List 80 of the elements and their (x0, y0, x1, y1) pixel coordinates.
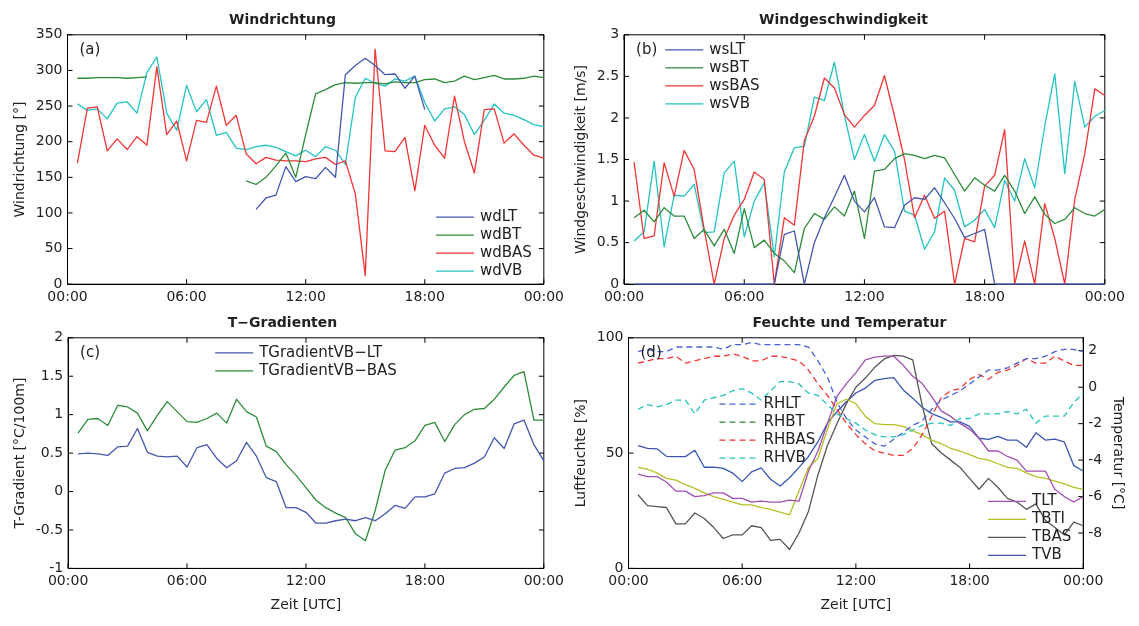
y-tick-label: 100 (596, 328, 624, 345)
y2-tick-label: -4 (1088, 450, 1103, 467)
y-tick-label: 150 (35, 167, 63, 184)
y-tick-label: 0.5 (596, 233, 620, 250)
legend-label: RHBT (763, 411, 806, 430)
y2-axis-title: Temperatur [°C] (1110, 395, 1127, 510)
legend-label: wdLT (479, 207, 519, 226)
x-tick-label: 00:00 (1063, 572, 1104, 589)
annotation: (b) (636, 40, 658, 59)
y-tick-label: 300 (35, 61, 63, 78)
x-tick-label: 12:00 (285, 572, 327, 589)
legend-label: TGradientVB−LT (258, 342, 384, 361)
y-axis-title: Luftfeuchte [%] (572, 398, 589, 508)
y-tick-label: 1 (610, 191, 620, 208)
x-tick-label: 12:00 (835, 572, 877, 589)
y-tick-label: 0 (53, 274, 63, 291)
y-axis-title: Windrichtung [°] (11, 101, 28, 218)
y-tick-label: -0.5 (35, 520, 64, 537)
y-tick-label: 200 (35, 132, 63, 149)
y2-tick-label: -6 (1088, 487, 1103, 504)
legend-label: TVB (1031, 545, 1062, 564)
legend-label: RHBAS (763, 429, 816, 448)
legend-label: RHVB (763, 447, 806, 466)
legend-label: wdBT (479, 225, 523, 244)
chart-title: Feuchte und Temperatur (752, 314, 947, 331)
y-tick-label: 50 (605, 443, 624, 460)
y-tick-label: 0 (54, 482, 64, 499)
y-tick-label: 0.5 (40, 443, 64, 460)
y-tick-label: 100 (35, 203, 63, 220)
y-tick-label: 1.5 (40, 366, 64, 383)
x-tick-label: 18:00 (404, 572, 446, 589)
x-axis-title: Zeit [UTC] (820, 596, 892, 613)
y-tick-label: 2 (54, 328, 64, 345)
legend-label: TGradientVB−BAS (258, 360, 397, 379)
x-tick-label: 00:00 (523, 572, 565, 589)
y-tick-label: 3 (610, 25, 620, 42)
y-tick-label: 2.5 (596, 67, 620, 84)
y-tick-label: 250 (35, 96, 63, 113)
x-tick-label: 06:00 (166, 288, 207, 305)
legend-label: wsBAS (709, 75, 760, 94)
x-tick-label: 00:00 (1084, 288, 1126, 305)
y2-tick-label: -2 (1088, 414, 1103, 431)
x-tick-label: 12:00 (844, 288, 885, 305)
x-tick-label: 00:00 (47, 288, 88, 305)
legend-label: wdVB (479, 261, 523, 280)
x-tick-label: 06:00 (722, 572, 763, 589)
legend-label: wdBAS (479, 243, 532, 262)
legend-label: RHLT (763, 393, 802, 412)
x-tick-label: 00:00 (523, 288, 565, 305)
x-tick-label: 18:00 (404, 288, 445, 305)
x-tick-label: 18:00 (964, 288, 1005, 305)
y-tick-label: 0 (610, 274, 620, 291)
annotation: (c) (80, 343, 101, 362)
chart-title: Windrichtung (229, 11, 336, 28)
x-tick-label: 18:00 (949, 572, 990, 589)
y-tick-label: 1.5 (596, 150, 620, 167)
y2-tick-label: -8 (1088, 523, 1103, 540)
y-tick-label: 1 (54, 405, 64, 422)
chart-title: Windgeschwindigkeit (759, 11, 929, 28)
legend-label: wsBT (709, 57, 750, 76)
x-axis-title: Zeit [UTC] (270, 596, 342, 613)
y-tick-label: 2 (610, 108, 620, 125)
y2-tick-label: 2 (1088, 341, 1098, 358)
annotation: (a) (79, 40, 101, 59)
y-tick-label: 350 (35, 25, 63, 42)
x-tick-label: 12:00 (285, 288, 326, 305)
x-tick-label: 00:00 (603, 288, 645, 305)
y-axis-title: Windgeschwindigkeit [m/s] (572, 64, 589, 255)
y-axis-title: T-Gradient [°C/100m] (11, 377, 28, 530)
y-tick-label: 50 (44, 239, 63, 256)
line-series (637, 341, 1084, 447)
y2-tick-label: 0 (1088, 377, 1098, 394)
legend-label: TBAS (1031, 527, 1072, 546)
annotation: (d) (640, 343, 662, 362)
x-tick-label: 06:00 (724, 288, 765, 305)
legend-label: wsVB (709, 93, 750, 112)
legend-label: wsLT (709, 39, 746, 58)
chart-title: T−Gradienten (227, 314, 338, 331)
x-tick-label: 06:00 (166, 572, 208, 589)
legend-label: TLT (1031, 491, 1058, 510)
